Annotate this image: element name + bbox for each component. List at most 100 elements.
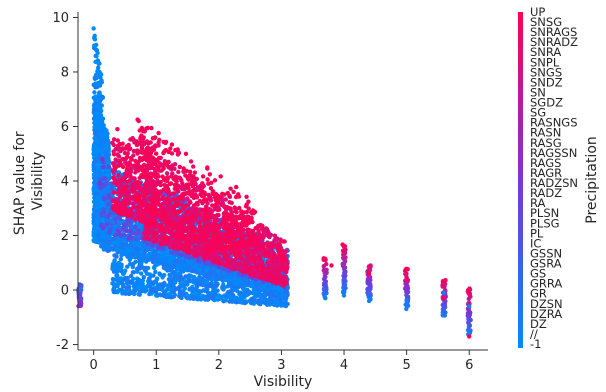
scatter-point <box>125 254 130 259</box>
scatter-point <box>96 233 101 238</box>
scatter-point <box>105 168 111 173</box>
scatter-point <box>120 227 125 232</box>
scatter-point <box>173 280 178 285</box>
scatter-point <box>262 293 268 298</box>
scatter-point <box>130 236 135 241</box>
scatter-point <box>167 287 172 292</box>
scatter-point <box>100 219 105 224</box>
scatter-point <box>113 216 118 221</box>
scatter-point <box>107 234 112 239</box>
scatter-point <box>110 266 115 271</box>
scatter-point <box>91 82 96 88</box>
scatter-point <box>207 281 213 287</box>
scatter-point <box>131 276 136 282</box>
scatter-point <box>105 201 110 207</box>
scatter-point <box>175 271 180 276</box>
scatter-point <box>92 135 98 141</box>
scatter-point <box>92 187 97 193</box>
scatter-point <box>101 210 106 215</box>
scatter-point <box>223 298 228 303</box>
scatter-point <box>92 214 98 219</box>
scatter-point <box>159 293 164 298</box>
scatter-point <box>168 275 173 280</box>
scatter-point <box>170 256 175 261</box>
scatter-point <box>102 197 107 202</box>
scatter-point <box>175 286 180 291</box>
scatter-point <box>101 164 106 170</box>
scatter-point <box>105 153 110 159</box>
scatter-point <box>211 288 216 293</box>
scatter-point <box>114 269 119 274</box>
scatter-point <box>149 280 154 285</box>
scatter-point <box>98 147 103 153</box>
scatter-point <box>145 242 150 247</box>
scatter-point <box>202 294 207 299</box>
scatter-point <box>116 263 121 268</box>
scatter-point <box>279 303 284 308</box>
scatter-point <box>128 280 133 285</box>
scatter-point <box>207 272 212 277</box>
scatter-point <box>191 261 196 266</box>
scatter-point <box>95 156 100 161</box>
scatter-point <box>116 230 121 235</box>
scatter-point <box>197 274 202 280</box>
scatter-point <box>115 282 121 287</box>
scatter-point <box>285 301 290 307</box>
scatter-point <box>112 253 117 258</box>
scatter-point <box>140 265 145 270</box>
scatter-point <box>137 277 142 283</box>
scatter-point <box>238 299 243 304</box>
scatter-point <box>131 270 136 275</box>
scatter-point <box>153 269 158 275</box>
scatter-point <box>98 106 103 112</box>
scatter-point <box>151 287 156 292</box>
scatter-point <box>135 285 140 290</box>
scatter-point <box>92 76 98 82</box>
scatter-point <box>110 247 116 252</box>
scatter-point <box>104 157 109 162</box>
scatter-point <box>96 65 101 71</box>
scatter-point <box>144 271 150 276</box>
scatter-point <box>136 254 141 259</box>
scatter-point <box>161 265 167 270</box>
scatter-point <box>188 286 194 291</box>
scatter-point <box>215 297 220 302</box>
scatter-point <box>208 268 213 273</box>
scatter-point <box>220 284 225 290</box>
scatter-point <box>165 268 170 273</box>
scatter-point <box>138 224 143 229</box>
scatter-point <box>214 283 219 288</box>
scatter-point <box>175 251 181 256</box>
scatter-point <box>195 281 200 286</box>
scatter-point <box>158 286 163 291</box>
scatter-point <box>98 113 104 118</box>
scatter-point <box>107 239 112 244</box>
scatter-point <box>249 296 254 302</box>
scatter-point <box>246 281 251 286</box>
scatter-point <box>165 283 170 288</box>
scatter-point <box>233 277 238 282</box>
scatter-point <box>120 282 126 287</box>
scatter-point <box>104 245 109 250</box>
scatter-point <box>93 236 98 242</box>
scatter-point <box>259 286 264 291</box>
scatter-point <box>130 231 136 236</box>
scatter-point <box>212 271 217 277</box>
scatter-point <box>151 251 157 256</box>
scatter-point <box>106 164 111 169</box>
scatter-point <box>230 284 235 289</box>
scatter-point <box>110 262 116 267</box>
scatter-point <box>202 273 208 279</box>
scatter-point <box>135 230 140 236</box>
scatter-point <box>170 294 175 299</box>
scatter-point <box>94 54 99 59</box>
scatter-point <box>92 43 97 48</box>
scatter-point <box>191 296 196 301</box>
scatter-point <box>154 276 160 281</box>
scatter-point <box>187 267 193 273</box>
scatter-point <box>242 300 248 306</box>
scatter-point <box>158 272 163 277</box>
scatter-point <box>159 254 164 260</box>
scatter-point <box>100 190 106 195</box>
